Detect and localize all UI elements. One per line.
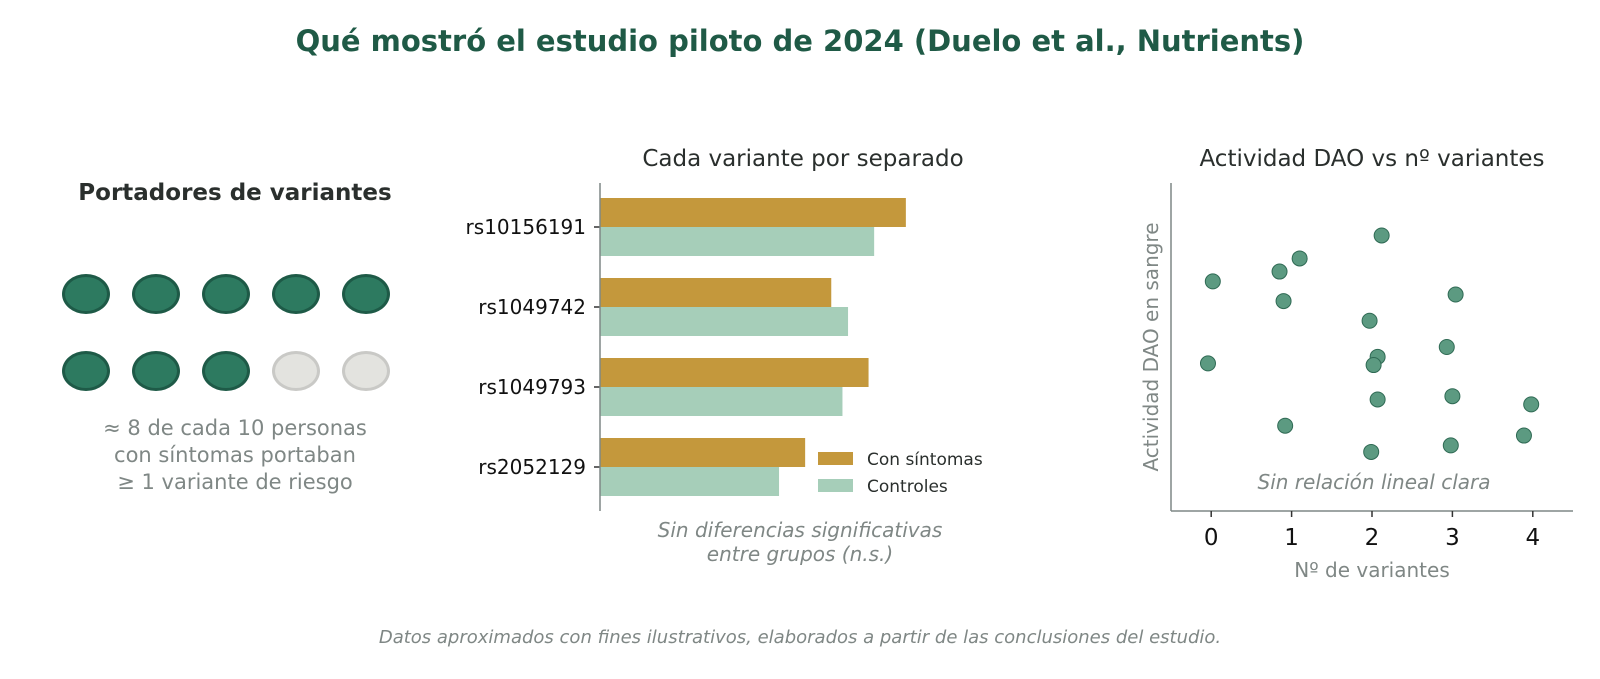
x-tick-label: 2 (1365, 525, 1380, 551)
scatter-point (1271, 263, 1288, 280)
scatter-annotation: Sin relación lineal clara (1258, 470, 1491, 494)
legend-label: Con síntomas (867, 450, 983, 470)
bar-chart-annotation: entre grupos (n.s.) (707, 542, 893, 566)
scatter-point (1515, 427, 1532, 444)
scatter-point (1365, 357, 1382, 374)
bar-symptoms (600, 198, 906, 227)
bar-symptoms (600, 358, 869, 387)
bar-chart: Cada variante por separado rs10156191 rs10… (466, 146, 983, 566)
y-tick-label: rs1049793 (478, 375, 586, 399)
carriers-caption: ≈ 8 de cada 10 personas con síntomas por… (40, 415, 430, 496)
carrier-dot (202, 351, 250, 391)
caption-line: con síntomas portaban (114, 443, 356, 467)
scatter-point (1373, 227, 1390, 244)
scatter-point (1361, 312, 1378, 329)
bar-chart-title: Cada variante por separado (642, 146, 963, 172)
x-tick-label: 1 (1284, 525, 1299, 551)
legend-swatch (818, 452, 853, 465)
carriers-panel: Portadores de variantes ≈ 8 de cada 10 p… (40, 170, 430, 510)
bar-controls (600, 307, 849, 336)
caption-line: ≥ 1 variante de riesgo (117, 470, 353, 494)
x-tick-label: 4 (1525, 525, 1540, 551)
scatter-point (1275, 293, 1292, 310)
scatter-chart: Actividad DAO vs nº variantes 0 1 2 3 4 Nº de … (1139, 146, 1573, 582)
caption-line: ≈ 8 de cada 10 personas (103, 416, 367, 440)
carrier-dot (202, 274, 250, 314)
scatter-chart-title: Actividad DAO vs nº variantes (1199, 146, 1544, 172)
legend-swatch (818, 479, 853, 492)
scatter-point (1363, 443, 1380, 460)
scatter-point (1442, 437, 1459, 454)
legend-label: Controles (867, 477, 948, 497)
carrier-dot (62, 351, 110, 391)
non-carrier-dot (342, 351, 390, 391)
carrier-dot (132, 351, 180, 391)
x-tick-label: 3 (1445, 525, 1460, 551)
scatter-point (1199, 355, 1216, 372)
carrier-dot (62, 274, 110, 314)
non-carrier-dot (272, 351, 320, 391)
y-axis-label: Actividad DAO en sangre (1139, 222, 1163, 471)
y-tick-label: rs1049742 (478, 295, 586, 319)
bar-controls (600, 227, 875, 256)
scatter-point (1438, 339, 1455, 355)
footnote: Datos aproximados con fines ilustrativos… (378, 627, 1222, 648)
scatter-point (1444, 388, 1461, 405)
bar-controls (600, 467, 780, 496)
scatter-point (1291, 250, 1308, 267)
y-tick-label: rs2052129 (478, 455, 586, 479)
x-axis-label: Nº de variantes (1294, 558, 1449, 582)
y-tick-label: rs10156191 (466, 215, 586, 239)
scatter-point (1369, 391, 1386, 408)
carriers-title: Portadores de variantes (78, 180, 392, 206)
scatter-point (1204, 273, 1221, 290)
bar-symptoms (600, 278, 832, 307)
scatter-point (1523, 396, 1540, 413)
carrier-dot (342, 274, 390, 314)
bar-controls (600, 387, 843, 416)
scatter-point (1277, 417, 1294, 434)
carrier-dot (132, 274, 180, 314)
bar-chart-annotation: Sin diferencias significativas (658, 518, 943, 542)
bar-symptoms (600, 438, 806, 467)
scatter-point (1447, 286, 1464, 303)
x-tick-label: 0 (1204, 525, 1219, 551)
page-title: Qué mostró el estudio piloto de 2024 (Du… (295, 24, 1305, 58)
carrier-dot (272, 274, 320, 314)
